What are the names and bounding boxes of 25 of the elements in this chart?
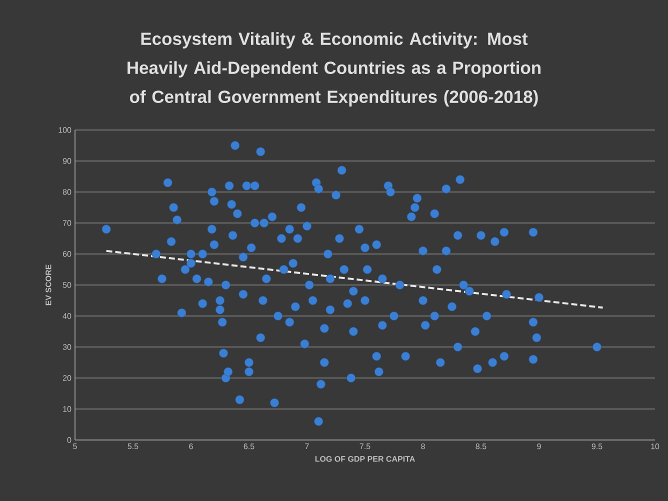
- y-tick-label: 60: [62, 251, 72, 257]
- x-tick-label: 6: [189, 444, 193, 450]
- y-tick-label: 100: [58, 127, 72, 133]
- y-axis-title: EV SCORE: [46, 264, 52, 306]
- y-tick-label: 80: [62, 189, 72, 195]
- x-tick-label: 5.5: [128, 444, 138, 450]
- x-tick-label: 7: [305, 444, 309, 450]
- y-tick-label: 0: [67, 437, 72, 443]
- x-tick-label: 9.5: [592, 444, 602, 450]
- chart-title: Ecosystem Vitality & Economic Activity: Most Heavily Aid-Dependent Countries as a Proportion of Central Government Expenditures (2006-2018): [128, 32, 540, 106]
- x-tick-label: 7.5: [360, 444, 370, 450]
- x-axis-title: LOG OF GDP PER CAPITA: [315, 456, 415, 462]
- y-tick-label: 90: [62, 158, 72, 164]
- x-tick-label: 9: [537, 444, 541, 450]
- y-tick-label: 30: [62, 344, 72, 350]
- y-tick-label: 70: [62, 220, 72, 226]
- y-tick-label: 50: [62, 282, 72, 288]
- x-tick-label: 8.5: [476, 444, 486, 450]
- y-tick-label: 10: [63, 406, 72, 412]
- x-tick-label: 8: [421, 444, 425, 450]
- x-tick-label: 10: [651, 444, 660, 450]
- x-tick-label: 6.5: [244, 444, 254, 450]
- y-tick-label: 40: [62, 313, 72, 319]
- y-tick-label: 20: [62, 375, 72, 381]
- x-tick-label: 5: [73, 444, 77, 450]
